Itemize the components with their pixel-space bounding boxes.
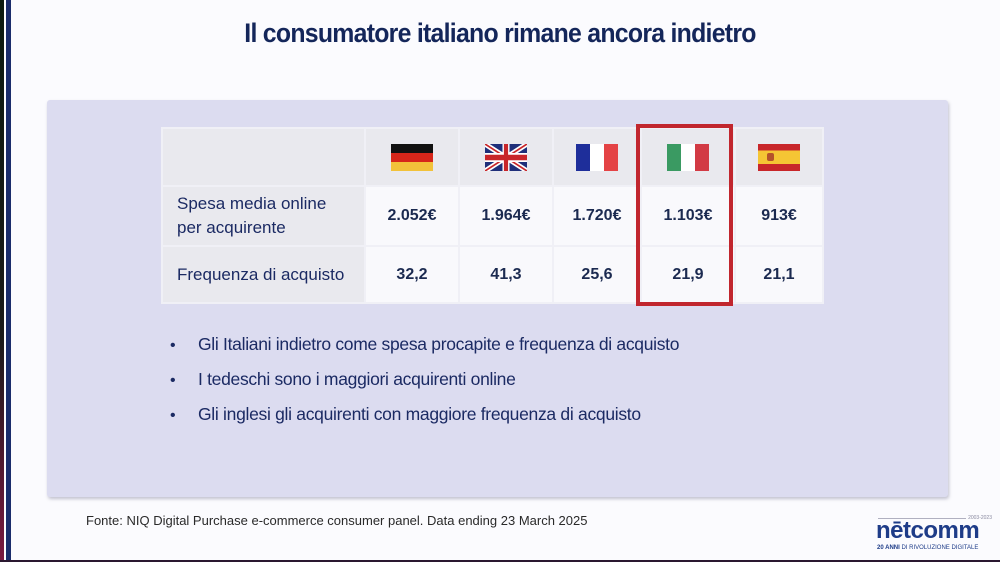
value-cell: 1.964€ [458,185,554,247]
bullet-list: • Gli Italiani indietro come spesa procap… [170,332,679,437]
value-cell: 32,2 [364,245,460,304]
flag-france-icon [576,143,618,171]
header-uk [458,127,554,187]
logo-tag-rest: DI RIVOLUZIONE DIGITALE [899,545,979,551]
row-label-line2: per acquirente [177,218,286,237]
bottom-edge [0,560,1000,562]
value-cell: 1.103€ [640,185,736,247]
bullet-icon: • [170,372,176,389]
flag-germany-icon [391,143,433,171]
logo-tag-bold: 20 ANNI [877,545,900,551]
header-empty-cell [161,127,366,187]
table-row: Spesa media online per acquirente 2.052€… [161,185,824,247]
value-cell: 25,6 [552,245,642,304]
row-label-frequenza: Frequenza di acquisto [161,245,366,304]
bullet-text: Gli inglesi gli acquirenti con maggiore … [198,404,641,424]
logo-line [878,518,966,519]
slide-accent-bar [6,0,11,560]
bullet-item: • I tedeschi sono i maggiori acquirenti o… [170,367,679,402]
header-italy [640,127,736,187]
slide-title: Il consumatore italiano rimane ancora in… [244,18,756,48]
value-cell: 21,9 [640,245,736,304]
flag-uk-icon [484,141,528,173]
flag-italy-icon [667,143,709,171]
netcomm-logo: 2003-2023 nētcomm 20 ANNI DI RIVOLUZIONE… [876,515,994,555]
header-spain [734,127,824,187]
value-cell: 2.052€ [364,185,460,247]
value-cell: 1.720€ [552,185,642,247]
row-label-spesa: Spesa media online per acquirente [161,185,366,247]
flag-spain-icon [758,143,800,171]
bullet-item: • Gli Italiani indietro come spesa procap… [170,332,679,367]
bullet-text: I tedeschi sono i maggiori acquirenti on… [198,369,516,389]
value-cell: 41,3 [458,245,554,304]
bullet-icon: • [170,337,176,354]
table-row: Frequenza di acquisto 32,2 41,3 25,6 21,… [161,245,824,304]
row-label-line1: Spesa media online [177,194,327,213]
value-cell: 21,1 [734,245,824,304]
source-note: Fonte: NIQ Digital Purchase e-commerce c… [86,513,588,528]
value-cell: 913€ [734,185,824,247]
header-germany [364,127,460,187]
logo-wordmark: nētcomm [876,517,980,544]
bullet-text: Gli Italiani indietro come spesa procapi… [198,334,680,354]
table-header-row [161,127,824,187]
logo-years: 2003-2023 [968,515,992,521]
bullet-icon: • [170,407,176,424]
window-edge [0,0,4,562]
header-france [552,127,642,187]
logo-tagline: 20 ANNI DI RIVOLUZIONE DIGITALE [877,545,978,551]
bullet-item: • Gli inglesi gli acquirenti con maggiore… [170,402,679,437]
comparison-table: Spesa media online per acquirente 2.052€… [161,127,824,304]
